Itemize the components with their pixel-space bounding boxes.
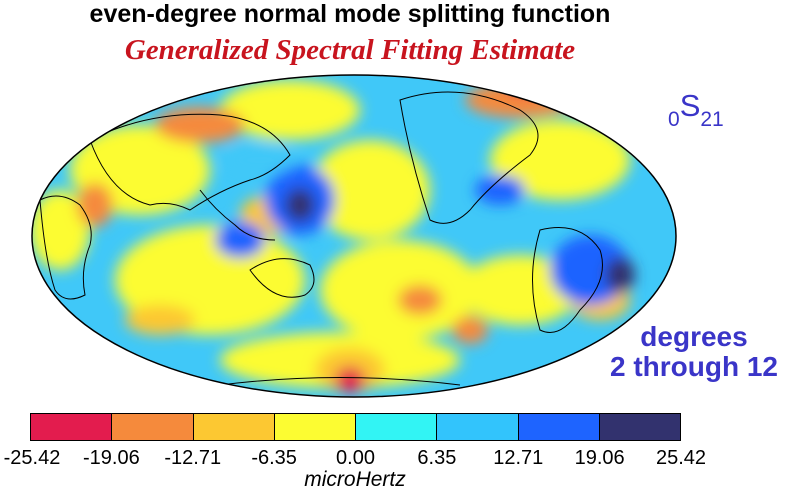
mode-label: 0S21 [668, 88, 724, 131]
degrees-label-line2: 2 through 12 [609, 351, 778, 382]
degrees-label: degrees 2 through 12 [589, 322, 799, 382]
colorbar-tick-label: -12.71 [164, 447, 222, 469]
colorbar-ticks: -25.42 -19.06 -12.71 -6.35 0.00 6.35 12.71 19.0… [0, 447, 799, 471]
anomaly-cyan [225, 145, 295, 175]
anomaly-yellow [32, 190, 90, 270]
colorbar-tick-label: 25.42 [655, 447, 707, 469]
colorbar-tick-label: 12.71 [493, 447, 544, 469]
anomaly-yellow [490, 120, 630, 200]
anomaly-orange [452, 316, 488, 344]
colorbar-segment [274, 414, 356, 440]
colorbar-tick-label: 19.06 [574, 447, 625, 469]
anomaly-orange [155, 107, 245, 143]
colorbar-segment [112, 414, 194, 440]
anomaly-arctic-red [505, 75, 555, 95]
colorbar-tick-label: -19.06 [83, 447, 140, 469]
anomaly-field [32, 75, 635, 393]
anomaly-yellow [220, 80, 360, 140]
coastlines [39, 91, 603, 386]
mode-suffix: 21 [700, 108, 724, 131]
coastline-north-america [399, 91, 539, 224]
mollweide-map [31, 74, 677, 398]
coastline-southeast-asia [199, 189, 276, 241]
coastline-africa [39, 195, 92, 300]
anomaly-south-america-dark [605, 257, 635, 293]
mode-letter: S [679, 88, 701, 123]
colorbar-segment [31, 414, 113, 440]
map-outline [31, 74, 677, 398]
colorbar-tick-label: -6.35 [251, 447, 297, 469]
anomaly-yellow [460, 255, 580, 325]
coastline-eurasia [89, 113, 291, 211]
colorbar-segment [437, 414, 519, 440]
mode-prefix: 0 [668, 108, 680, 131]
anomaly-antarctica-red [335, 367, 365, 393]
colorbar-tick-label: 6.35 [417, 447, 457, 469]
coastline-australia [249, 258, 315, 298]
anomaly-orange [77, 183, 113, 227]
anomaly-blue [475, 175, 525, 205]
colorbar-segment [356, 414, 438, 440]
anomaly-orange [398, 285, 442, 315]
coastline-south-america [532, 227, 603, 333]
anomaly-yellow [310, 140, 430, 240]
degrees-label-line1: degrees [640, 321, 748, 352]
map-field [32, 75, 676, 397]
colorbar-segment [193, 414, 275, 440]
anomaly-indonesia-blue [215, 222, 265, 258]
colorbar-segment [599, 414, 680, 440]
anomaly-light-orange [125, 305, 195, 335]
anomaly-north-pacific-dark [285, 188, 315, 222]
colorbar-unit: microHertz [304, 468, 406, 491]
colorbar-tick-label: -25.42 [3, 447, 61, 469]
colorbar-tick-label: 0.00 [336, 447, 375, 469]
map-title: even-degree normal mode splitting functi… [89, 0, 611, 28]
map-subtitle: Generalized Spectral Fitting Estimate [124, 34, 576, 66]
coastline-antarctica [219, 377, 461, 386]
anomaly-yellow [320, 240, 480, 340]
colorbar [30, 413, 681, 441]
colorbar-segment [518, 414, 600, 440]
